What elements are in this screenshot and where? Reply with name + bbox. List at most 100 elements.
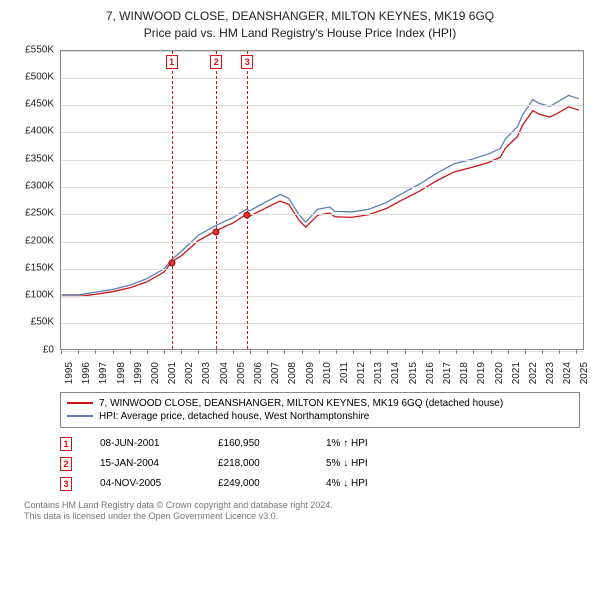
sales-date: 15-JAN-2004 (100, 458, 190, 469)
gridline-h (61, 242, 583, 243)
x-axis-label: 2016 (425, 362, 436, 402)
x-tick (473, 349, 474, 354)
sale-point (168, 259, 175, 266)
x-tick (267, 349, 268, 354)
x-axis-label: 2009 (305, 362, 316, 402)
x-tick (336, 349, 337, 354)
x-tick (370, 349, 371, 354)
y-axis-label: £50K (12, 317, 54, 328)
x-axis-label: 2012 (356, 362, 367, 402)
y-axis-label: £450K (12, 99, 54, 110)
y-axis-label: £150K (12, 262, 54, 273)
sales-marker: 3 (60, 477, 72, 491)
series-line (62, 106, 579, 296)
y-axis-label: £400K (12, 126, 54, 137)
x-axis-label: 2014 (390, 362, 401, 402)
marker-line (172, 51, 173, 349)
x-axis-label: 2020 (494, 362, 505, 402)
sale-point (213, 228, 220, 235)
y-axis-label: £100K (12, 290, 54, 301)
x-tick (198, 349, 199, 354)
x-tick (164, 349, 165, 354)
sales-date: 04-NOV-2005 (100, 478, 190, 489)
x-axis-label: 2025 (579, 362, 590, 402)
x-tick (439, 349, 440, 354)
x-axis-label: 2024 (562, 362, 573, 402)
x-tick (525, 349, 526, 354)
x-axis-label: 2008 (287, 362, 298, 402)
x-tick (491, 349, 492, 354)
gridline-h (61, 78, 583, 79)
x-axis-label: 2006 (253, 362, 264, 402)
x-tick (542, 349, 543, 354)
marker-line (216, 51, 217, 349)
sales-marker: 2 (60, 457, 72, 471)
x-axis-label: 2005 (236, 362, 247, 402)
marker-box: 1 (166, 55, 178, 69)
series-line (62, 95, 579, 294)
gridline-h (61, 351, 583, 352)
gridline-h (61, 51, 583, 52)
gridline-h (61, 132, 583, 133)
footer-line-2: This data is licensed under the Open Gov… (24, 511, 580, 523)
gridline-h (61, 269, 583, 270)
x-axis-label: 2023 (545, 362, 556, 402)
x-tick (216, 349, 217, 354)
legend-swatch-hpi (67, 415, 93, 417)
y-axis-label: £500K (12, 71, 54, 82)
sales-diff: 5% ↓ HPI (326, 458, 406, 469)
marker-box: 3 (241, 55, 253, 69)
line-series (61, 51, 583, 349)
y-axis-label: £200K (12, 235, 54, 246)
x-tick (130, 349, 131, 354)
x-axis-label: 1996 (81, 362, 92, 402)
sales-row: 108-JUN-2001£160,9501% ↑ HPI (60, 434, 580, 454)
gridline-h (61, 323, 583, 324)
x-tick (233, 349, 234, 354)
x-axis-label: 2010 (322, 362, 333, 402)
x-axis-label: 2013 (373, 362, 384, 402)
x-tick (422, 349, 423, 354)
sale-point (244, 211, 251, 218)
title-line-1: 7, WINWOOD CLOSE, DEANSHANGER, MILTON KE… (12, 8, 588, 25)
gridline-h (61, 214, 583, 215)
title-line-2: Price paid vs. HM Land Registry's House … (12, 25, 588, 42)
x-axis-label: 2022 (528, 362, 539, 402)
x-tick (576, 349, 577, 354)
y-axis-label: £550K (12, 44, 54, 55)
x-tick (61, 349, 62, 354)
marker-box: 2 (210, 55, 222, 69)
sales-marker: 1 (60, 437, 72, 451)
x-tick (284, 349, 285, 354)
sales-row: 2 15-JAN-2004 £218,000 5% ↓ HPI (60, 454, 580, 474)
legend-row-hpi: HPI: Average price, detached house, West… (67, 410, 573, 423)
x-axis-label: 2015 (408, 362, 419, 402)
x-axis-label: 2011 (339, 362, 350, 402)
x-tick (319, 349, 320, 354)
x-axis-label: 2018 (459, 362, 470, 402)
sales-price: £218,000 (218, 458, 298, 469)
title-block: 7, WINWOOD CLOSE, DEANSHANGER, MILTON KE… (12, 8, 588, 42)
x-tick (113, 349, 114, 354)
x-axis-label: 2000 (150, 362, 161, 402)
y-axis-label: £250K (12, 208, 54, 219)
sales-diff: 1% ↑ HPI (326, 438, 406, 449)
x-axis-label: 2002 (184, 362, 195, 402)
x-tick (95, 349, 96, 354)
marker-line (247, 51, 248, 349)
footer-line-1: Contains HM Land Registry data © Crown c… (24, 500, 580, 512)
gridline-h (61, 160, 583, 161)
x-tick (353, 349, 354, 354)
x-tick (508, 349, 509, 354)
x-tick (405, 349, 406, 354)
x-axis-label: 2001 (167, 362, 178, 402)
x-axis-label: 2007 (270, 362, 281, 402)
x-axis-label: 2004 (219, 362, 230, 402)
x-tick (250, 349, 251, 354)
x-axis-label: 1995 (64, 362, 75, 402)
x-axis-label: 2021 (511, 362, 522, 402)
x-axis-label: 2019 (476, 362, 487, 402)
legend-label-hpi: HPI: Average price, detached house, West… (99, 411, 369, 422)
x-tick (181, 349, 182, 354)
x-tick (559, 349, 560, 354)
